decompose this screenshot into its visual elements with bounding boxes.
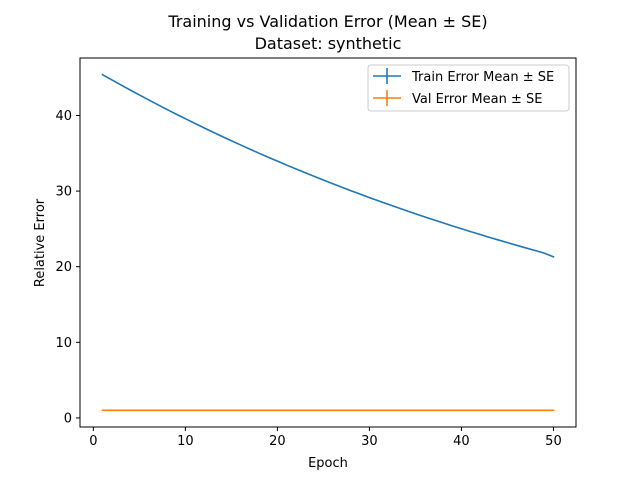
legend-box	[367, 64, 570, 112]
legend: Train Error Mean ± SE Val Error Mean ± SE	[367, 64, 570, 112]
chart-subtitle: Dataset: synthetic	[255, 34, 402, 53]
y-axis-ticks: 0 10 20 30 40	[55, 109, 80, 426]
x-tick-label: 20	[269, 434, 286, 449]
y-tick-label: 10	[55, 336, 72, 351]
series-layer	[101, 73, 555, 412]
legend-label: Train Error Mean ± SE	[411, 70, 554, 85]
x-tick-label: 10	[177, 434, 194, 449]
x-axis-ticks: 0 10 20 30 40 50	[89, 427, 562, 449]
x-tick-label: 40	[453, 434, 470, 449]
x-tick-label: 50	[545, 434, 562, 449]
chart-title: Training vs Validation Error (Mean ± SE)	[167, 12, 487, 31]
legend-label: Val Error Mean ± SE	[412, 92, 542, 107]
y-axis-label: Relative Error	[33, 198, 48, 287]
series-line-train	[101, 73, 555, 258]
y-tick-label: 30	[55, 185, 72, 200]
x-tick-label: 30	[361, 434, 378, 449]
y-tick-label: 0	[64, 411, 72, 426]
plot-frame	[79, 57, 577, 428]
x-axis-label: Epoch	[308, 456, 348, 471]
x-tick-label: 0	[89, 434, 97, 449]
y-tick-label: 40	[55, 109, 72, 124]
y-tick-label: 20	[55, 260, 72, 275]
